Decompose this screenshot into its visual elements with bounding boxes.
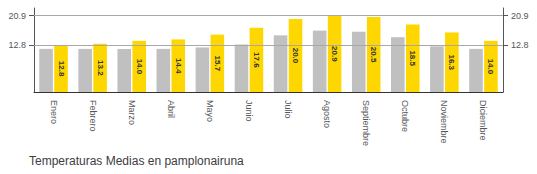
- svg-text:20.0: 20.0: [291, 48, 300, 64]
- svg-text:Abril: Abril: [166, 100, 176, 118]
- svg-text:Julio: Julio: [283, 100, 293, 119]
- svg-text:Mayo: Mayo: [205, 100, 215, 122]
- svg-text:Junio: Junio: [244, 100, 254, 122]
- svg-text:12.8: 12.8: [57, 61, 66, 77]
- svg-text:16.3: 16.3: [447, 54, 456, 70]
- svg-text:Marzo: Marzo: [127, 100, 137, 125]
- svg-text:13.2: 13.2: [96, 60, 105, 76]
- svg-text:Diciembre: Diciembre: [478, 100, 488, 141]
- svg-text:14.0: 14.0: [486, 59, 495, 75]
- svg-text:20.9: 20.9: [511, 11, 529, 21]
- svg-text:Febrero: Febrero: [88, 100, 98, 132]
- svg-text:20.9: 20.9: [8, 11, 26, 21]
- svg-text:Agosto: Agosto: [322, 100, 332, 128]
- svg-text:20.5: 20.5: [369, 47, 378, 63]
- svg-text:20.9: 20.9: [330, 46, 339, 62]
- svg-text:18.5: 18.5: [408, 50, 417, 66]
- svg-text:Septiembre: Septiembre: [361, 100, 371, 146]
- svg-text:Octubre: Octubre: [400, 100, 410, 132]
- svg-text:12.8: 12.8: [511, 40, 529, 50]
- svg-text:17.6: 17.6: [252, 52, 261, 68]
- svg-text:Noviembre: Noviembre: [439, 100, 449, 144]
- svg-text:14.4: 14.4: [174, 58, 183, 74]
- svg-text:Temperaturas Medias en pamplon: Temperaturas Medias en pamplonairuna: [29, 154, 244, 168]
- svg-text:14.0: 14.0: [135, 59, 144, 75]
- svg-text:15.7: 15.7: [213, 56, 222, 72]
- svg-text:Enero: Enero: [49, 100, 59, 124]
- svg-text:12.8: 12.8: [8, 40, 26, 50]
